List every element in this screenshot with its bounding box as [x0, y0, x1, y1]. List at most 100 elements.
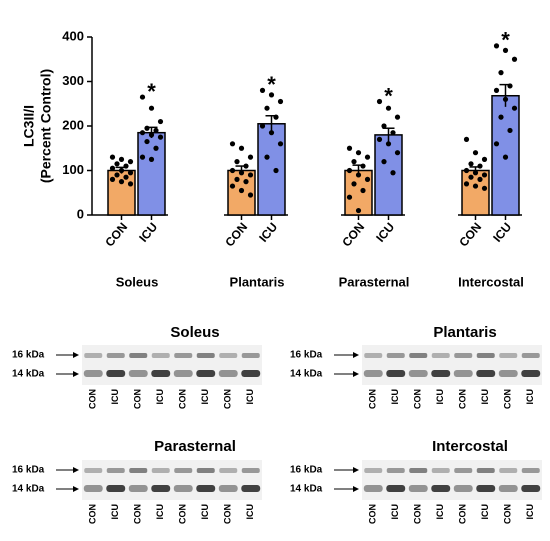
data-point: [238, 187, 245, 194]
band-lower: [241, 370, 261, 377]
data-point: [153, 145, 159, 151]
band-upper: [499, 353, 518, 358]
data-point: [109, 165, 116, 171]
bar: [137, 131, 166, 216]
band-lower: [453, 485, 473, 492]
band-upper: [174, 468, 193, 473]
band-lower: [408, 370, 428, 377]
y-tick-label: 0: [77, 206, 84, 221]
y-axis-label: (Percent Control): [38, 69, 54, 183]
data-point: [234, 159, 240, 165]
band-upper: [106, 353, 125, 358]
lane-label: ICU: [435, 504, 445, 520]
data-point: [481, 156, 488, 162]
data-point: [234, 176, 240, 182]
band-upper: [409, 353, 428, 358]
data-point: [139, 154, 146, 160]
y-tick-label: 400: [62, 28, 84, 43]
data-point: [148, 156, 155, 162]
bar: [374, 134, 403, 216]
category-label: Plantaris: [230, 274, 285, 289]
marker-arrowhead: [353, 352, 359, 358]
data-point: [364, 154, 371, 160]
data-point: [127, 159, 134, 165]
band-upper: [241, 353, 260, 358]
band-upper: [196, 468, 215, 473]
band-lower: [498, 485, 518, 492]
band-upper: [454, 353, 473, 358]
marker-label: 16 kDa: [290, 350, 323, 361]
marker-label: 14 kDa: [290, 369, 323, 380]
data-point: [157, 134, 164, 140]
blot-title: Plantaris: [433, 324, 496, 341]
data-point: [259, 87, 266, 93]
lane-label: CON: [133, 504, 143, 524]
marker-label: 14 kDa: [290, 484, 323, 495]
lane-label: ICU: [245, 504, 255, 520]
data-point: [123, 174, 129, 180]
blot-image: [362, 460, 542, 500]
data-point: [472, 183, 479, 189]
lane-label: CON: [88, 389, 98, 409]
data-point: [376, 136, 383, 142]
lane-label: ICU: [390, 389, 400, 405]
band-lower: [128, 370, 148, 377]
band-lower: [83, 370, 103, 377]
data-point: [157, 118, 164, 125]
blot-image: [362, 345, 542, 385]
data-point: [351, 181, 357, 187]
data-point: [376, 98, 383, 105]
band-upper: [129, 353, 148, 358]
band-upper: [241, 468, 260, 473]
lane-label: CON: [368, 504, 378, 524]
data-point: [477, 176, 483, 182]
data-point: [243, 179, 249, 185]
band-upper: [364, 353, 383, 358]
data-point: [109, 154, 116, 160]
data-point: [481, 185, 488, 191]
lane-label: CON: [413, 389, 423, 409]
band-upper: [386, 353, 405, 358]
data-point: [463, 136, 470, 142]
band-lower: [363, 485, 383, 492]
lane-label: ICU: [200, 504, 210, 520]
band-lower: [196, 485, 216, 492]
blot-title: Soleus: [170, 324, 219, 341]
data-point: [477, 163, 483, 169]
significance-marker: *: [147, 79, 156, 104]
lane-label: ICU: [390, 504, 400, 520]
x-tick-label: ICU: [256, 220, 280, 245]
data-point: [385, 105, 392, 111]
band-upper: [129, 468, 148, 473]
marker-arrowhead: [73, 352, 79, 358]
data-point: [502, 154, 509, 160]
category-label: Soleus: [116, 274, 159, 289]
band-upper: [219, 353, 238, 358]
band-upper: [106, 468, 125, 473]
blot-image: [82, 460, 262, 500]
data-point: [268, 92, 275, 98]
band-lower: [431, 485, 451, 492]
data-point: [360, 163, 366, 169]
lane-label: ICU: [525, 504, 535, 520]
band-upper: [409, 468, 428, 473]
data-point: [360, 187, 366, 194]
category-label: Parasternal: [339, 274, 410, 289]
data-point: [247, 154, 254, 160]
band-lower: [386, 485, 406, 492]
band-upper: [476, 468, 495, 473]
band-upper: [84, 353, 103, 358]
data-point: [114, 172, 120, 178]
band-upper: [174, 353, 193, 358]
band-upper: [386, 468, 405, 473]
blot-title: Parasternal: [154, 438, 236, 455]
band-upper: [476, 353, 495, 358]
lane-label: ICU: [155, 389, 165, 405]
data-point: [498, 70, 504, 76]
data-point: [264, 154, 270, 160]
data-point: [153, 127, 159, 134]
lane-label: ICU: [155, 504, 165, 520]
data-point: [229, 167, 236, 174]
band-lower: [173, 485, 193, 492]
band-upper: [431, 468, 450, 473]
